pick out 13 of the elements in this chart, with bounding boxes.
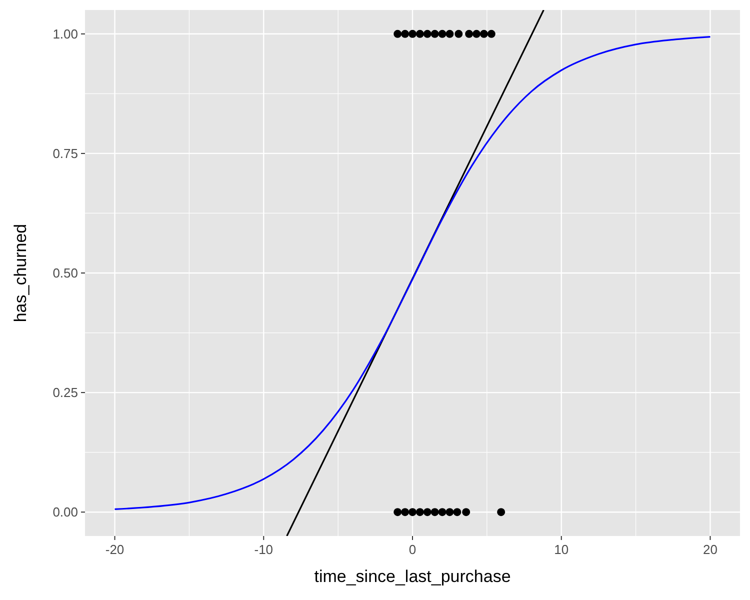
y-tick-label: 0.50: [52, 266, 78, 280]
x-tick-label: 10: [554, 542, 569, 557]
y-tick-label: 0.00: [52, 504, 78, 520]
x-axis-title: time_since_last_purchase: [314, 567, 511, 586]
y-tick-label: 0.25: [52, 385, 78, 400]
x-tick-label: -20: [105, 542, 124, 557]
x-tick-label: -10: [254, 542, 274, 557]
line-series: [114, 36, 712, 510]
y-tick-label: 1.00: [52, 26, 78, 42]
y-axis-title: has_churned: [11, 224, 30, 322]
x-tick-label: 0: [408, 542, 416, 557]
x-tick-label: 20: [702, 542, 718, 557]
y-tick-label: 0.75: [52, 146, 78, 161]
